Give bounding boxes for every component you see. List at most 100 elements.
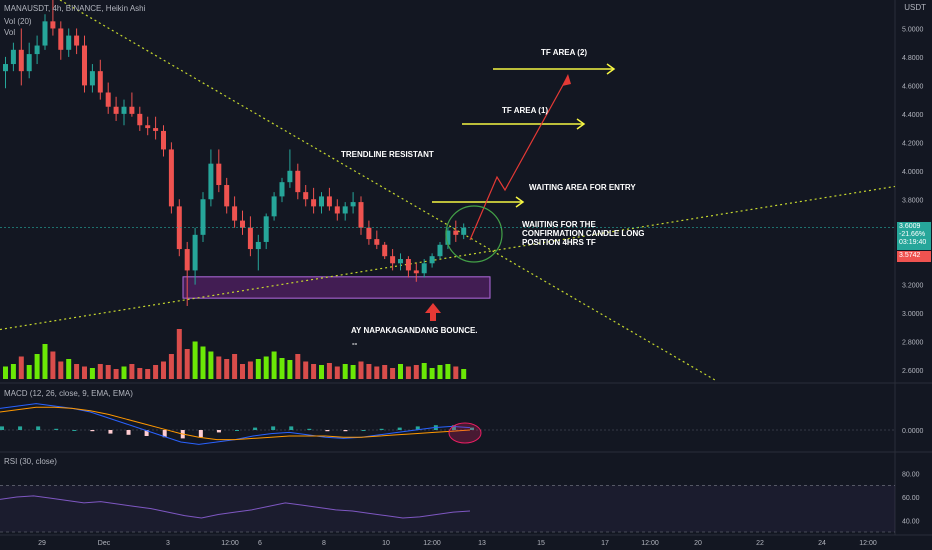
volume-label[interactable]: Vol xyxy=(4,28,16,37)
time-axis-tick: 20 xyxy=(694,540,702,547)
candle-body xyxy=(105,92,111,107)
candle-body xyxy=(374,239,380,245)
time-axis-tick: 22 xyxy=(756,540,764,547)
volume-bar xyxy=(279,358,285,379)
candle-body xyxy=(461,227,467,235)
candle-body xyxy=(398,259,403,264)
macd-indicator-label[interactable]: MACD (12, 26, close, 9, EMA, EMA) xyxy=(4,389,133,398)
volume-bar xyxy=(334,366,340,379)
currency-label[interactable]: USDT xyxy=(904,3,926,12)
candle-body xyxy=(350,202,356,207)
candle-body xyxy=(58,28,64,50)
volume-bar xyxy=(405,366,411,379)
macd-histogram-bar xyxy=(198,430,203,438)
volume-bar xyxy=(105,365,111,379)
volume-bar xyxy=(89,368,95,379)
support-zone xyxy=(182,276,491,299)
volume-bar xyxy=(113,369,119,379)
candle-body xyxy=(200,199,206,235)
candle-body xyxy=(413,270,419,274)
rsi-indicator-label[interactable]: RSI (30, close) xyxy=(4,457,57,466)
support-trendline xyxy=(0,185,896,331)
bounce-sub-label: -- xyxy=(352,339,358,348)
volume-bar xyxy=(168,354,174,379)
candle-body xyxy=(295,170,301,193)
confirmation-label-3: POSITION 4HRS TF xyxy=(522,238,596,247)
macd-histogram-bar xyxy=(361,430,366,431)
volume-bar xyxy=(319,365,324,379)
volume-bar xyxy=(192,341,198,379)
volume-bar xyxy=(145,369,151,379)
candle-body xyxy=(137,113,143,126)
candle-body xyxy=(255,241,261,250)
time-axis-tick: Dec xyxy=(98,540,111,547)
volume-indicator-label[interactable]: Vol (20) xyxy=(4,17,32,26)
time-axis-tick: 24 xyxy=(818,540,826,547)
volume-bar xyxy=(429,368,435,379)
volume-bar xyxy=(326,363,332,379)
tf-area-1-arrow-head xyxy=(576,118,586,130)
volume-bar xyxy=(398,364,403,379)
time-axis-tick: 3 xyxy=(166,540,170,547)
candle-body xyxy=(342,206,348,214)
confirmation-label-2: CONFIRMATION CANDLE LONG xyxy=(522,229,645,238)
candle-body xyxy=(279,182,285,197)
symbol-title[interactable]: MANAUSDT, 4h, BINANCE, Heikin Ashi xyxy=(4,4,146,13)
price-axis-tick: 4.6000 xyxy=(902,83,924,90)
volume-bar xyxy=(50,351,56,379)
candle-body xyxy=(145,125,151,129)
candle-body xyxy=(168,149,174,207)
secondary-price-tag: 3.5742 xyxy=(897,251,931,262)
macd-histogram-bar xyxy=(0,426,4,430)
volume-bar xyxy=(232,354,238,379)
candle-body xyxy=(113,106,119,114)
candle-body xyxy=(89,71,95,86)
macd-histogram-bar xyxy=(144,430,149,436)
candle-body xyxy=(311,199,317,207)
candle-body xyxy=(390,256,396,264)
volume-bar xyxy=(374,366,380,379)
candle-body xyxy=(287,170,293,183)
candle-body xyxy=(192,234,198,271)
macd-histogram-bar xyxy=(72,430,77,431)
time-axis-tick: 6 xyxy=(258,540,262,547)
current-price-value: 3.6009 xyxy=(899,223,921,230)
macd-histogram-bar xyxy=(126,430,131,435)
price-axis-tick: 3.8000 xyxy=(902,197,924,204)
time-axis-tick: 12:00 xyxy=(221,540,239,547)
price-axis-tick: 4.2000 xyxy=(902,140,924,147)
volume-bar xyxy=(34,354,40,379)
candle-body xyxy=(82,45,87,86)
volume-bar xyxy=(216,356,222,379)
macd-histogram-bar xyxy=(397,427,402,430)
volume-bar xyxy=(390,368,396,379)
projection-path xyxy=(469,75,569,241)
macd-line xyxy=(0,403,471,445)
volume-bar xyxy=(461,369,467,379)
candle-body xyxy=(232,206,238,221)
volume-bar xyxy=(42,344,48,379)
tf-area-1-label: TF AREA (1) xyxy=(502,106,548,115)
volume-bar xyxy=(311,364,317,379)
candle-body xyxy=(358,202,364,228)
macd-histogram-bar xyxy=(108,430,113,434)
projection-arrowhead xyxy=(562,74,571,86)
time-axis-tick: 17 xyxy=(601,540,609,547)
volume-bar xyxy=(137,368,143,379)
volume-bar xyxy=(287,360,293,379)
time-axis-tick: 12:00 xyxy=(641,540,659,547)
candle-body xyxy=(153,128,159,131)
candle-body xyxy=(334,206,340,214)
macd-histogram-bar xyxy=(379,428,384,430)
macd-histogram-bar xyxy=(415,426,420,430)
volume-bar xyxy=(74,364,80,379)
volume-bar xyxy=(200,346,206,379)
price-axis-tick: 4.8000 xyxy=(902,55,924,62)
volume-bar xyxy=(18,356,24,379)
volume-bar xyxy=(224,359,230,379)
macd-histogram-bar xyxy=(36,426,41,430)
volume-bar xyxy=(295,354,301,379)
candle-countdown: 03:19:40 xyxy=(899,239,927,246)
